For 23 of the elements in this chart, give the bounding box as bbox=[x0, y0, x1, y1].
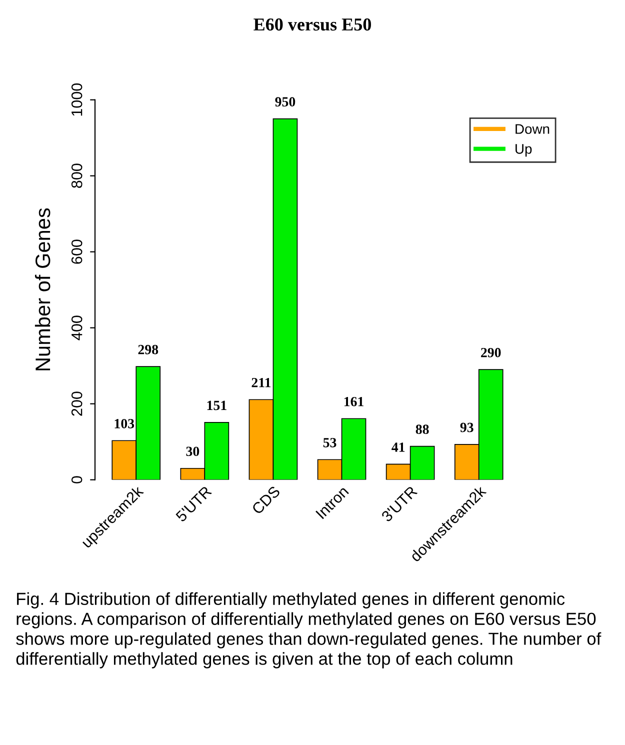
data-label: 290 bbox=[481, 348, 501, 358]
data-label: 30 bbox=[186, 446, 200, 456]
data-label: 211 bbox=[252, 378, 271, 388]
legend-label: Up bbox=[516, 144, 532, 157]
legend-label: Down bbox=[516, 124, 550, 134]
data-label: 298 bbox=[138, 344, 158, 354]
data-label: 88 bbox=[416, 424, 429, 434]
y-tick-label: 400 bbox=[71, 316, 82, 340]
data-label: 53 bbox=[323, 438, 336, 448]
data-label: 93 bbox=[460, 422, 474, 432]
data-label: 41 bbox=[392, 442, 405, 452]
y-tick-label: 800 bbox=[71, 164, 82, 188]
chart-title: E60 versus E50 bbox=[254, 18, 371, 31]
y-axis-title: Number of Genes bbox=[34, 208, 50, 370]
y-tick-label: 200 bbox=[71, 392, 82, 416]
y-tick-label: 600 bbox=[71, 240, 82, 264]
data-label: 161 bbox=[344, 396, 364, 406]
data-label: 950 bbox=[275, 97, 296, 107]
data-label: 103 bbox=[114, 418, 134, 428]
caption: Fig. 4 Distribution of differentially methylated genes in different genomic regions. A comparison of differentially methylated genes on E60 versus E50 shows more up-regulated genes than down-regulated genes. The number of differentially methylated genes is given at the top of each column bbox=[16, 592, 602, 668]
data-label: 151 bbox=[207, 400, 226, 410]
y-tick-label: 0 bbox=[71, 476, 82, 484]
y-tick-label: 1000 bbox=[71, 83, 82, 116]
